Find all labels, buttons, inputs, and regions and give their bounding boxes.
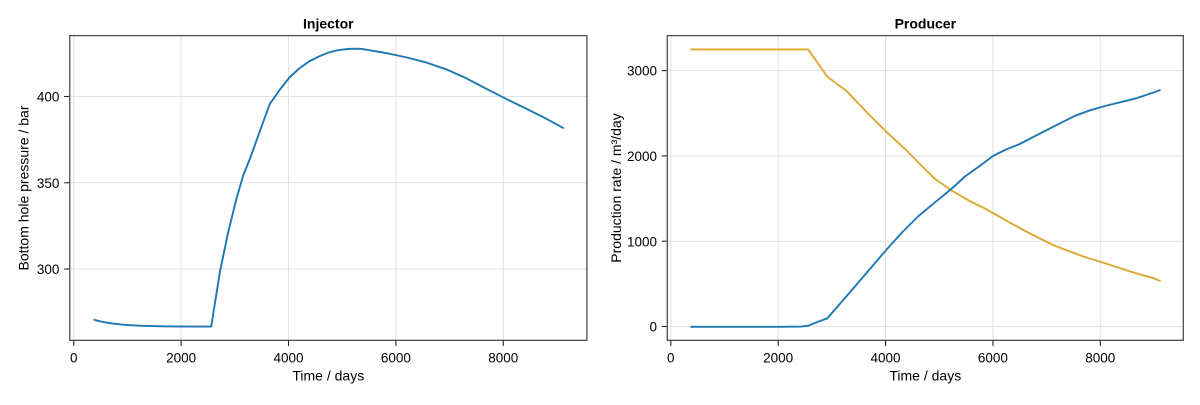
svg-text:6000: 6000	[381, 350, 411, 365]
svg-text:2000: 2000	[166, 350, 196, 365]
svg-text:2000: 2000	[763, 350, 793, 365]
svg-text:1000: 1000	[627, 234, 657, 249]
svg-text:4000: 4000	[273, 350, 303, 365]
svg-text:350: 350	[37, 176, 60, 191]
svg-text:Time / days: Time / days	[889, 368, 961, 384]
svg-text:4000: 4000	[871, 350, 901, 365]
svg-text:300: 300	[37, 262, 60, 277]
svg-text:0: 0	[70, 350, 78, 365]
svg-text:8000: 8000	[488, 350, 518, 365]
svg-text:0: 0	[667, 350, 675, 365]
svg-text:Producer: Producer	[895, 16, 957, 32]
svg-text:8000: 8000	[1085, 350, 1115, 365]
svg-text:Production rate / m³/day: Production rate / m³/day	[608, 113, 624, 262]
svg-text:Injector: Injector	[303, 16, 354, 32]
svg-text:3000: 3000	[627, 64, 657, 79]
svg-text:0: 0	[649, 320, 657, 335]
svg-text:400: 400	[37, 90, 60, 105]
svg-text:Bottom hole pressure / bar: Bottom hole pressure / bar	[16, 105, 32, 270]
svg-text:2000: 2000	[627, 149, 657, 164]
svg-text:6000: 6000	[978, 350, 1008, 365]
svg-text:Time / days: Time / days	[292, 368, 364, 384]
